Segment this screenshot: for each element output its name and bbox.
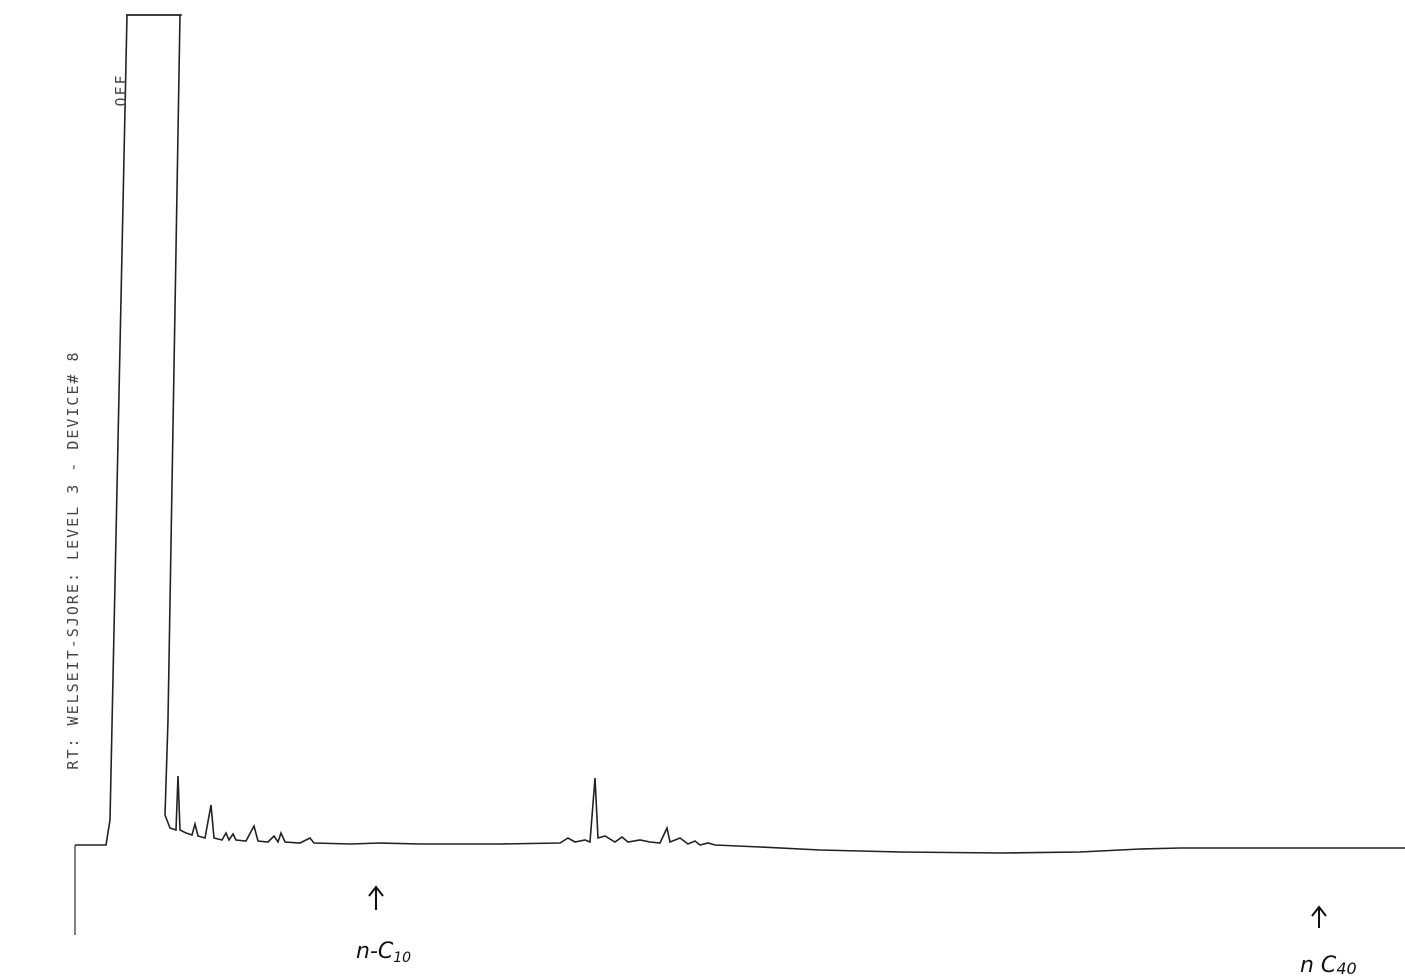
status-label: OFF (112, 73, 130, 106)
annotation: n-C10 (356, 939, 411, 966)
annotation: n C40 (1300, 953, 1357, 978)
arrow (368, 885, 384, 910)
annotation-subscript: 40 (1336, 959, 1356, 978)
annotation-label: n-C (356, 939, 394, 964)
trace (75, 14, 1405, 854)
run-header: RT: WELSEIT-SJORE: LEVEL 3 - DEVICE# 8 (64, 350, 82, 769)
arrow (1311, 905, 1327, 928)
annotation-label: n C (1300, 953, 1337, 978)
annotation-subscript: 10 (393, 950, 411, 966)
